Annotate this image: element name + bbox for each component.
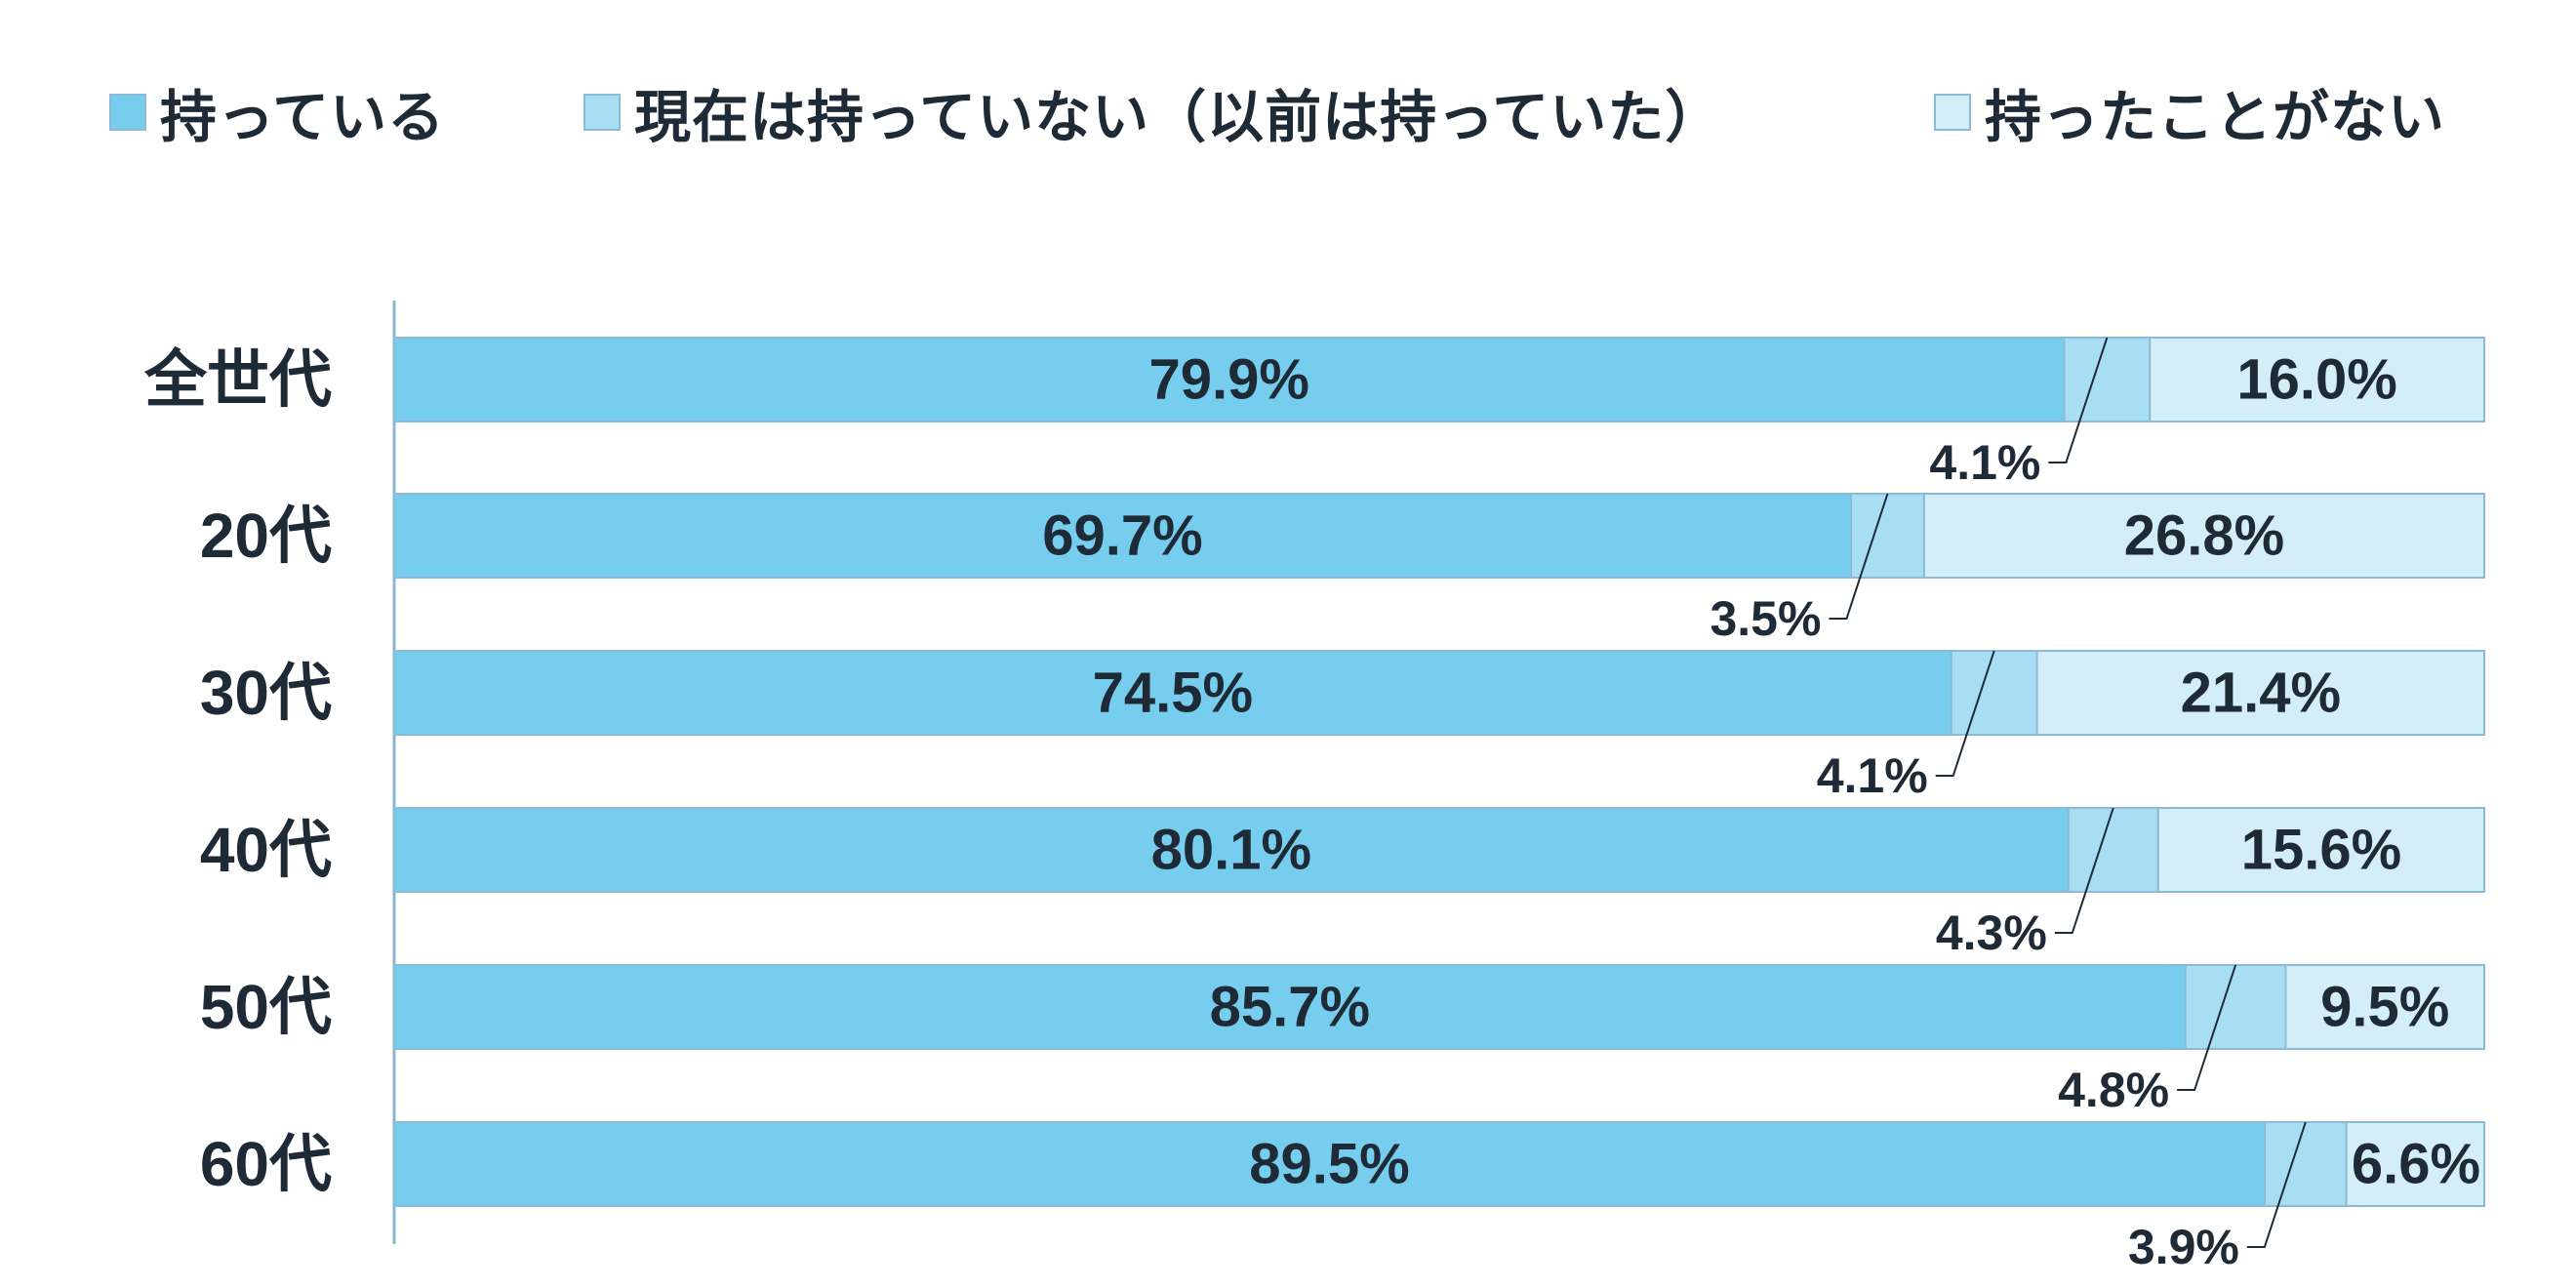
legend-item-had-before: 現在は持っていない（以前は持っていた）	[584, 68, 1722, 156]
data-label: 26.8%	[2124, 504, 2284, 568]
data-label: 74.5%	[1093, 662, 1253, 725]
category-label: 全世代	[143, 344, 332, 415]
bar-segment	[2035, 650, 2486, 736]
legend-swatch-have	[109, 94, 146, 131]
data-label: 85.7%	[1210, 976, 1370, 1039]
bar-segment	[2063, 337, 2152, 423]
data-label: 21.4%	[2181, 662, 2341, 725]
bar-segment	[393, 807, 2070, 893]
bar-segment	[393, 1121, 2267, 1207]
data-label: 79.9%	[1148, 348, 1308, 412]
legend-item-never-had: 持ったことがない	[1934, 68, 2445, 156]
legend-swatch-never-had	[1934, 94, 1971, 131]
category-label: 20代	[200, 501, 332, 571]
data-label: 4.3%	[1936, 906, 2047, 960]
leader-line	[2177, 964, 2237, 1091]
bar-segment	[393, 337, 2066, 423]
bar-segment	[393, 964, 2187, 1050]
leader-line	[1935, 650, 1995, 777]
legend-label-have: 持っている	[160, 84, 446, 150]
category-label: 50代	[200, 972, 332, 1042]
data-label: 4.8%	[2058, 1063, 2169, 1117]
legend-item-have: 持っている	[109, 68, 445, 156]
legend-label-had-before: 現在は持っていない（以前は持っていた）	[634, 84, 1723, 150]
data-label: 4.1%	[1929, 435, 2040, 490]
leader-line	[2048, 337, 2109, 463]
bar-segment	[1950, 650, 2038, 736]
data-label: 80.1%	[1151, 819, 1311, 882]
category-label: 60代	[200, 1129, 332, 1199]
category-label: 40代	[200, 815, 332, 885]
data-label: 15.6%	[2241, 819, 2401, 882]
bar-segment	[2284, 964, 2486, 1050]
data-label: 89.5%	[1249, 1133, 1409, 1196]
legend: 持っている 現在は持っていない（以前は持っていた） 持ったことがない	[0, 68, 2576, 156]
bar-segment	[2184, 964, 2287, 1050]
leader-line	[2054, 807, 2114, 934]
bar-segment	[2149, 337, 2486, 423]
data-label: 69.7%	[1042, 504, 1202, 568]
data-label: 9.5%	[2320, 976, 2449, 1039]
data-label: 3.5%	[1710, 591, 1821, 646]
category-label: 30代	[200, 658, 332, 728]
data-label: 16.0%	[2236, 348, 2396, 412]
bar-segment	[2345, 1121, 2485, 1207]
bar-segment	[2067, 807, 2159, 893]
bar-segment	[2156, 807, 2485, 893]
data-label: 3.9%	[2128, 1220, 2239, 1274]
bar-segment	[1849, 493, 1925, 579]
legend-swatch-had-before	[584, 94, 621, 131]
leader-line	[1829, 493, 1889, 620]
bar-segment	[393, 493, 1852, 579]
leader-line	[2246, 1121, 2307, 1248]
data-label: 4.1%	[1817, 748, 1928, 803]
bar-segment	[1922, 493, 2485, 579]
bar-segment	[2264, 1121, 2348, 1207]
legend-label-never-had: 持ったことがない	[1985, 84, 2446, 150]
data-label: 6.6%	[2352, 1133, 2480, 1196]
